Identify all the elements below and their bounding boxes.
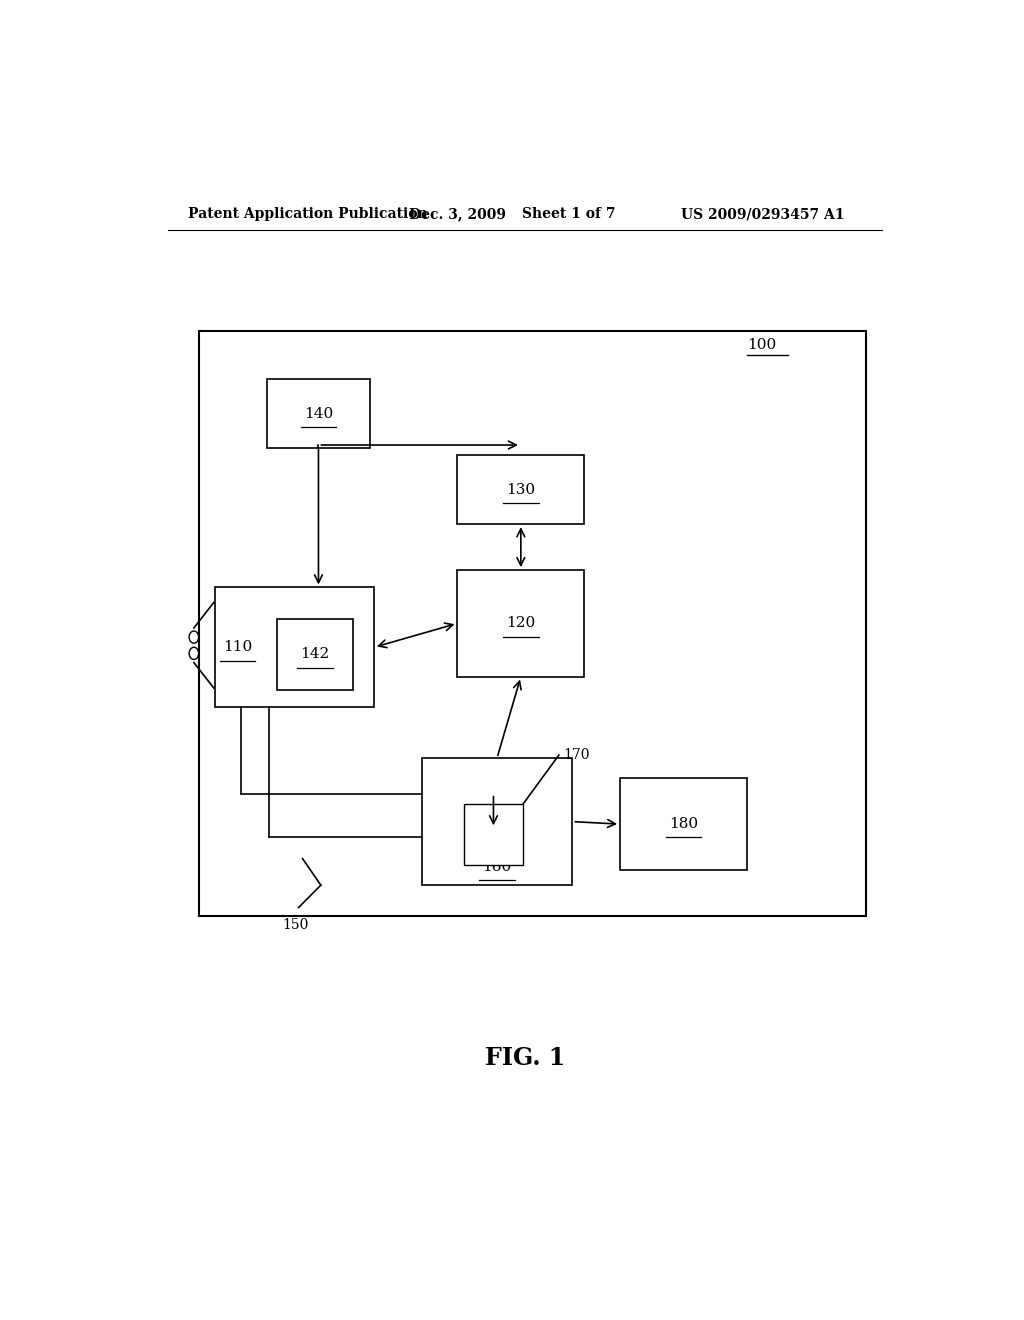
Text: 170: 170 (563, 748, 590, 762)
Bar (620, 779, 746, 870)
Text: 180: 180 (669, 817, 698, 832)
Bar (278, 619, 352, 690)
Text: 110: 110 (223, 640, 252, 655)
Text: US 2009/0293457 A1: US 2009/0293457 A1 (681, 207, 845, 222)
Text: 100: 100 (748, 338, 776, 351)
Text: 130: 130 (506, 483, 536, 496)
Bar (422, 758, 572, 886)
Text: 142: 142 (300, 647, 330, 661)
Text: Dec. 3, 2009: Dec. 3, 2009 (409, 207, 506, 222)
Bar (464, 804, 523, 865)
Text: Sheet 1 of 7: Sheet 1 of 7 (521, 207, 615, 222)
Text: 140: 140 (304, 407, 333, 421)
Text: 150: 150 (283, 917, 309, 932)
Bar (215, 587, 374, 708)
Bar (200, 331, 866, 916)
Bar (458, 570, 585, 677)
Bar (267, 379, 370, 447)
Text: 120: 120 (506, 616, 536, 631)
Bar (458, 455, 585, 524)
Text: Patent Application Publication: Patent Application Publication (187, 207, 427, 222)
Text: 160: 160 (482, 859, 512, 874)
Text: FIG. 1: FIG. 1 (484, 1045, 565, 1071)
